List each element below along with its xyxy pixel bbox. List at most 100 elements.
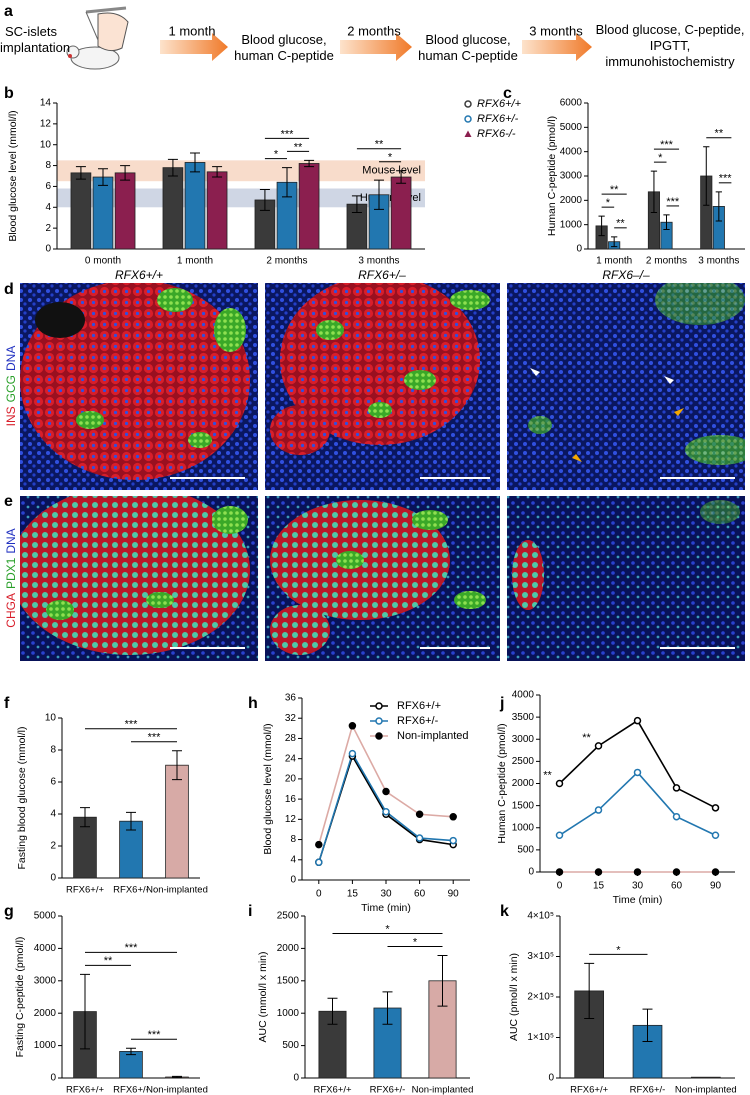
y-tick-label: 3500 <box>512 712 535 723</box>
error-bar <box>167 158 178 177</box>
y-tick-label: 28 <box>285 733 297 744</box>
marker <box>594 742 603 750</box>
workflow-step: Blood glucose, human C-peptide <box>234 32 334 63</box>
bar <box>298 163 320 250</box>
error-bar <box>327 997 338 1025</box>
marker <box>375 702 383 710</box>
y-tick-label: 14 <box>40 98 52 109</box>
x-tick-label: RFX6+/+ <box>66 1085 104 1095</box>
error-bar <box>172 750 182 781</box>
marker <box>555 831 564 840</box>
y-tick-label: 8 <box>50 745 56 756</box>
marker <box>382 808 390 816</box>
y-tick-label: 2000 <box>34 1008 57 1019</box>
interval-label: 1 month <box>169 23 216 38</box>
legend-label: Non-implanted <box>397 730 469 742</box>
y-tick-label: 4000 <box>512 690 535 701</box>
y-tick-label: 4 <box>45 202 51 213</box>
significance-label: *** <box>125 719 139 731</box>
bar <box>162 167 184 250</box>
marker <box>375 732 383 740</box>
x-axis-label: Time (min) <box>361 902 411 914</box>
x-tick-label: 15 <box>593 881 605 892</box>
error-bar <box>374 179 384 210</box>
significance-label: ** <box>616 218 625 230</box>
significance-label: * <box>413 936 418 948</box>
x-tick-label: RFX6+/+ <box>313 1085 351 1095</box>
marker <box>594 806 603 814</box>
y-tick-label: 1000 <box>277 1008 300 1019</box>
x-tick-label: Non-implanted <box>146 1085 208 1095</box>
y-tick-label: 0 <box>293 1073 299 1084</box>
significance-label: * <box>658 152 663 164</box>
marker <box>594 868 603 876</box>
micrograph <box>265 496 500 661</box>
panel-letter: g <box>4 903 14 920</box>
marker <box>415 810 424 819</box>
legend-label: RFX6+/- <box>397 715 439 727</box>
bar <box>92 176 114 250</box>
y-tick-label: 4 <box>290 854 296 865</box>
x-tick-label: Non-implanted <box>675 1085 737 1095</box>
y-tick-label: 10 <box>45 713 57 724</box>
panel-letter: b <box>4 85 14 102</box>
error-bar <box>611 236 618 248</box>
error-bar <box>437 955 448 1007</box>
y-tick-label: 2000 <box>560 195 583 206</box>
x-tick-label: RFX6+/- <box>370 1085 406 1095</box>
implantation-illustration <box>66 6 129 70</box>
y-axis-label: Blood glucose level (mmol/l) <box>7 110 19 241</box>
timeline-arrow <box>160 33 228 61</box>
legend-label: RFX6+/+ <box>477 98 522 110</box>
y-tick-label: 4×10⁵ <box>527 911 554 922</box>
marker <box>464 100 472 108</box>
y-tick-label: 4000 <box>34 943 57 954</box>
bar <box>114 172 136 250</box>
y-tick-label: 4 <box>50 809 56 820</box>
stain-name: GCG <box>4 375 18 402</box>
legend-label: RFX6+/+ <box>397 700 441 712</box>
panel-letter: f <box>4 695 10 712</box>
y-tick-label: 4000 <box>560 146 583 157</box>
error-bar <box>172 1075 182 1079</box>
column-label: RFX6+/– <box>358 268 406 282</box>
bar <box>184 162 206 250</box>
error-bar <box>120 165 131 181</box>
workflow-step: Blood glucose, human C-peptide <box>418 32 518 63</box>
y-tick-label: 12 <box>285 814 297 825</box>
error-bar <box>212 166 223 178</box>
interval-label: 3 months <box>529 23 583 38</box>
y-tick-label: 20 <box>285 774 297 785</box>
significance-label: *** <box>148 1029 162 1041</box>
x-axis-label: Time (min) <box>613 894 663 906</box>
y-tick-label: 1000 <box>560 219 583 230</box>
y-axis-label: Fasting C-peptide (pmol/l) <box>14 937 26 1058</box>
x-tick-label: RFX6+/- <box>113 885 149 896</box>
error-bar <box>126 811 136 831</box>
y-tick-label: 3000 <box>560 171 583 182</box>
y-axis-label: AUC (pmol/l x min) <box>508 953 520 1041</box>
micrograph <box>20 283 258 490</box>
reference-band <box>57 188 425 208</box>
y-tick-label: 1500 <box>277 975 300 986</box>
significance-label: * <box>616 944 621 956</box>
x-tick-label: 30 <box>632 881 644 892</box>
significance-label: *** <box>281 128 295 140</box>
marker <box>449 813 457 821</box>
y-tick-label: 36 <box>285 693 297 704</box>
series-line <box>318 723 454 845</box>
timeline-arrow <box>340 33 412 61</box>
stain-label: CHGA PDX1 DNA <box>4 528 18 627</box>
y-tick-label: 2000 <box>277 943 300 954</box>
y-tick-label: 0 <box>290 875 296 886</box>
error-bar <box>126 1047 136 1056</box>
y-tick-label: 3000 <box>34 975 57 986</box>
significance-label: ** <box>104 955 113 967</box>
error-bar <box>598 215 605 237</box>
y-tick-label: 2500 <box>277 911 300 922</box>
panel-letter: i <box>248 903 252 920</box>
x-tick-label: RFX6+/- <box>630 1085 666 1095</box>
y-tick-label: 12 <box>40 118 52 129</box>
x-tick-label: 30 <box>380 889 392 900</box>
significance-label: *** <box>660 139 674 151</box>
